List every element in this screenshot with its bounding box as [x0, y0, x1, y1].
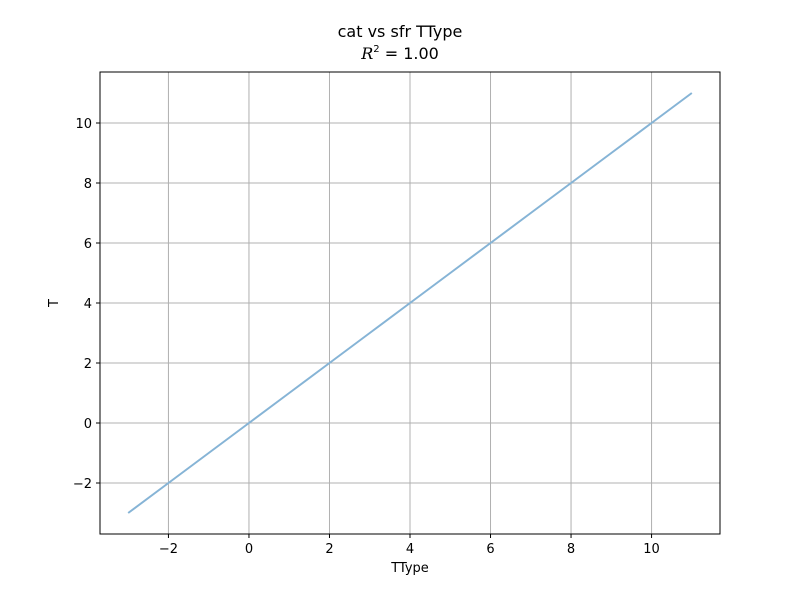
x-tick-label: 2	[325, 542, 333, 557]
y-tick-label: −2	[73, 477, 92, 492]
x-tick-label: 6	[486, 542, 494, 557]
series-line	[127, 92, 693, 514]
x-tick-label: 0	[245, 542, 253, 557]
x-tick-label: 10	[643, 542, 660, 557]
x-axis-label: TType	[391, 561, 429, 576]
y-tick-label: 4	[84, 297, 92, 312]
x-tick-label: −2	[159, 542, 178, 557]
y-tick-label: 10	[75, 117, 92, 132]
y-axis-label: T	[47, 299, 62, 307]
y-tick-label: 6	[84, 237, 92, 252]
x-tick-label: 4	[406, 542, 414, 557]
chart-subtitle: R2 = 1.00	[0, 44, 800, 63]
axis-ticks: −2 0 2 4 6 8 10 −2 0 2 4 6 8 10	[73, 117, 660, 557]
series-layer	[127, 92, 693, 514]
r-squared-value: = 1.00	[379, 44, 439, 63]
r-squared-symbol: R	[361, 44, 374, 63]
x-tick-label: 8	[567, 542, 575, 557]
chart-title: cat vs sfr TType	[337, 22, 463, 41]
r-squared-exponent: 2	[373, 44, 380, 55]
y-tick-label: 8	[84, 177, 92, 192]
grid-lines	[100, 72, 720, 534]
y-tick-label: 2	[84, 357, 92, 372]
y-tick-label: 0	[84, 417, 92, 432]
